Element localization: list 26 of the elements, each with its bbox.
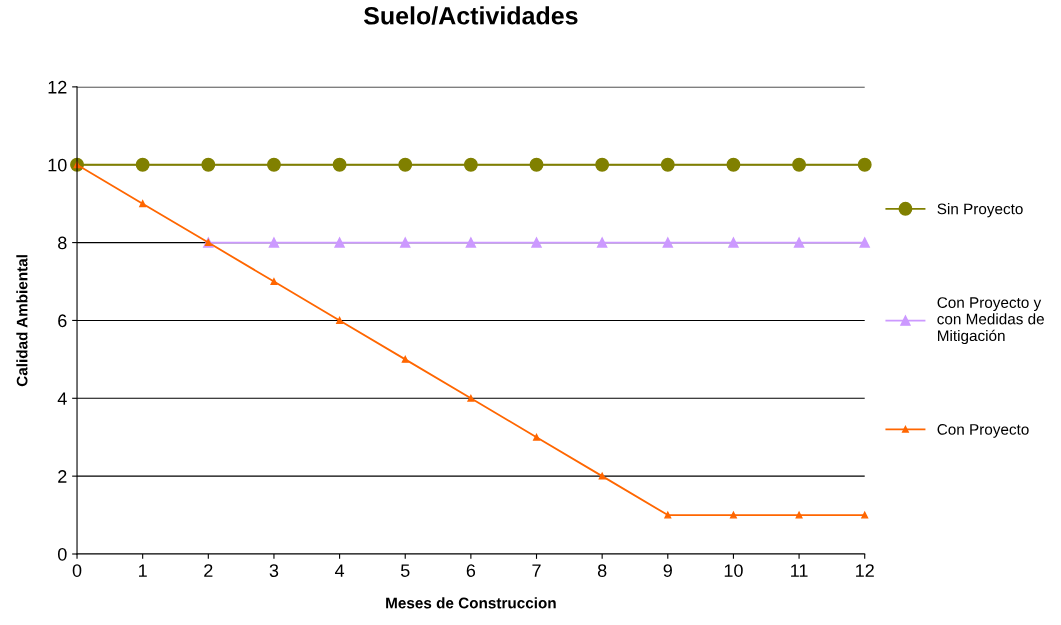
x-tick-label: 12 <box>856 564 874 577</box>
x-tick-label: 4 <box>334 564 345 577</box>
y-tick-label: 12 <box>48 80 67 94</box>
x-tick-label: 2 <box>204 564 213 577</box>
x-tick-label: 3 <box>269 564 279 577</box>
legend-label: Sin Proyecto <box>937 203 1023 218</box>
x-tick-label: 0 <box>72 564 82 577</box>
x-tick-label: 6 <box>466 564 476 577</box>
y-tick-label: 8 <box>58 236 67 250</box>
x-tick-label: 11 <box>791 564 808 577</box>
y-tick-label: 2 <box>58 470 67 483</box>
chart-title: Suelo/Actividades <box>363 6 578 25</box>
legend-label: Con Proyecto y con Medidas de Mitigación <box>937 297 1044 345</box>
x-tick-label: 5 <box>400 564 410 577</box>
y-tick-label: 0 <box>57 547 67 561</box>
x-tick-label: 1 <box>139 564 147 577</box>
x-tick-label: 8 <box>597 564 607 577</box>
y-tick-label: 10 <box>48 158 67 172</box>
y-tick-label: 4 <box>57 392 67 405</box>
y-tick-label: 6 <box>58 314 67 328</box>
x-tick-label: 7 <box>532 564 541 577</box>
legend-label: Con Proyecto <box>937 423 1029 438</box>
x-axis-title: Meses de Construccion <box>386 597 556 609</box>
x-tick-label: 9 <box>663 564 672 577</box>
x-tick-label: 10 <box>724 564 743 577</box>
y-axis-title: Calidad Ambiental <box>16 255 28 387</box>
